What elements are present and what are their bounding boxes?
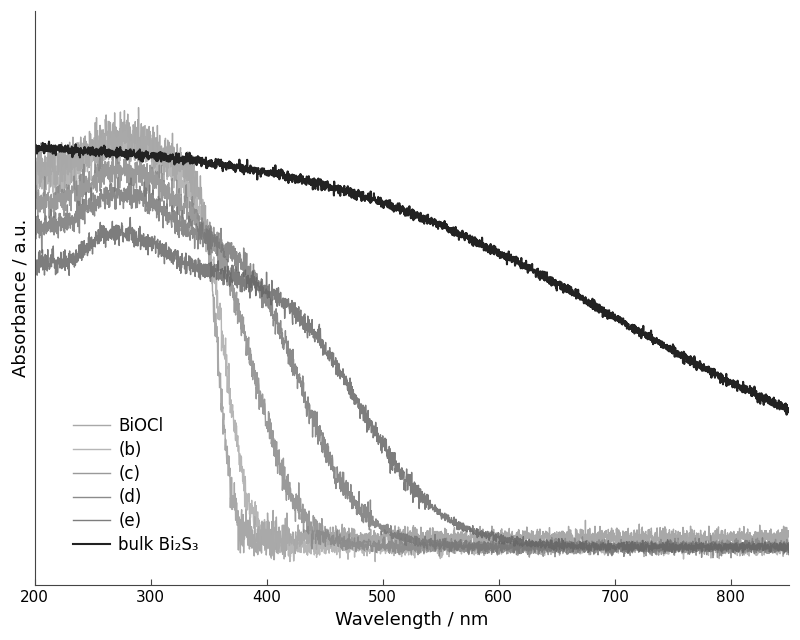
(d) <box>161 205 170 213</box>
BiOCl <box>134 104 143 111</box>
(c) <box>135 149 145 157</box>
(b) <box>319 549 329 557</box>
(b) <box>689 548 698 556</box>
(c) <box>784 541 794 548</box>
(b) <box>161 142 170 150</box>
BiOCl <box>352 531 362 538</box>
bulk Bi₂S₃ <box>44 138 54 145</box>
bulk Bi₂S₃ <box>770 403 779 411</box>
Line: (b): (b) <box>34 125 789 561</box>
(e) <box>784 541 794 548</box>
(c) <box>688 548 698 556</box>
(d) <box>116 193 126 200</box>
bulk Bi₂S₃ <box>688 360 698 368</box>
(b) <box>116 138 126 146</box>
(b) <box>352 541 362 548</box>
(c) <box>161 182 170 189</box>
(e) <box>770 539 779 547</box>
(e) <box>161 253 170 260</box>
Line: (d): (d) <box>34 178 789 557</box>
(c) <box>30 199 39 207</box>
(d) <box>114 174 123 182</box>
(b) <box>770 543 779 551</box>
BiOCl <box>270 556 279 564</box>
BiOCl <box>161 145 170 153</box>
(e) <box>623 550 633 557</box>
(c) <box>726 554 736 562</box>
(d) <box>697 554 706 561</box>
(d) <box>770 543 779 550</box>
(b) <box>784 541 794 548</box>
Line: (e): (e) <box>34 218 789 554</box>
Legend: BiOCl, (b), (c), (d), (e), bulk Bi₂S₃: BiOCl, (b), (c), (d), (e), bulk Bi₂S₃ <box>73 417 198 554</box>
BiOCl <box>116 149 126 157</box>
(c) <box>770 538 779 546</box>
(d) <box>352 499 362 507</box>
(d) <box>784 546 794 554</box>
(e) <box>116 232 126 239</box>
BiOCl <box>319 535 329 543</box>
(d) <box>688 543 698 550</box>
bulk Bi₂S₃ <box>784 408 794 416</box>
(e) <box>126 214 135 221</box>
bulk Bi₂S₃ <box>319 185 329 193</box>
bulk Bi₂S₃ <box>782 411 791 419</box>
(b) <box>285 557 294 565</box>
bulk Bi₂S₃ <box>30 144 39 152</box>
Line: BiOCl: BiOCl <box>34 108 789 560</box>
BiOCl <box>30 156 39 164</box>
(e) <box>319 348 329 355</box>
bulk Bi₂S₃ <box>352 188 362 196</box>
bulk Bi₂S₃ <box>161 150 170 157</box>
(c) <box>116 162 126 170</box>
(b) <box>30 171 39 179</box>
(c) <box>352 540 362 548</box>
(e) <box>689 545 698 553</box>
(e) <box>352 398 362 406</box>
(b) <box>140 122 150 129</box>
(c) <box>319 531 329 539</box>
X-axis label: Wavelength / nm: Wavelength / nm <box>335 611 489 629</box>
BiOCl <box>770 536 779 543</box>
BiOCl <box>784 527 794 535</box>
(e) <box>30 266 39 273</box>
(d) <box>319 433 329 441</box>
(d) <box>30 225 39 233</box>
bulk Bi₂S₃ <box>116 148 126 156</box>
Line: (c): (c) <box>34 153 789 558</box>
Line: bulk Bi₂S₃: bulk Bi₂S₃ <box>34 141 789 415</box>
BiOCl <box>689 530 698 538</box>
Y-axis label: Absorbance / a.u.: Absorbance / a.u. <box>11 219 29 378</box>
